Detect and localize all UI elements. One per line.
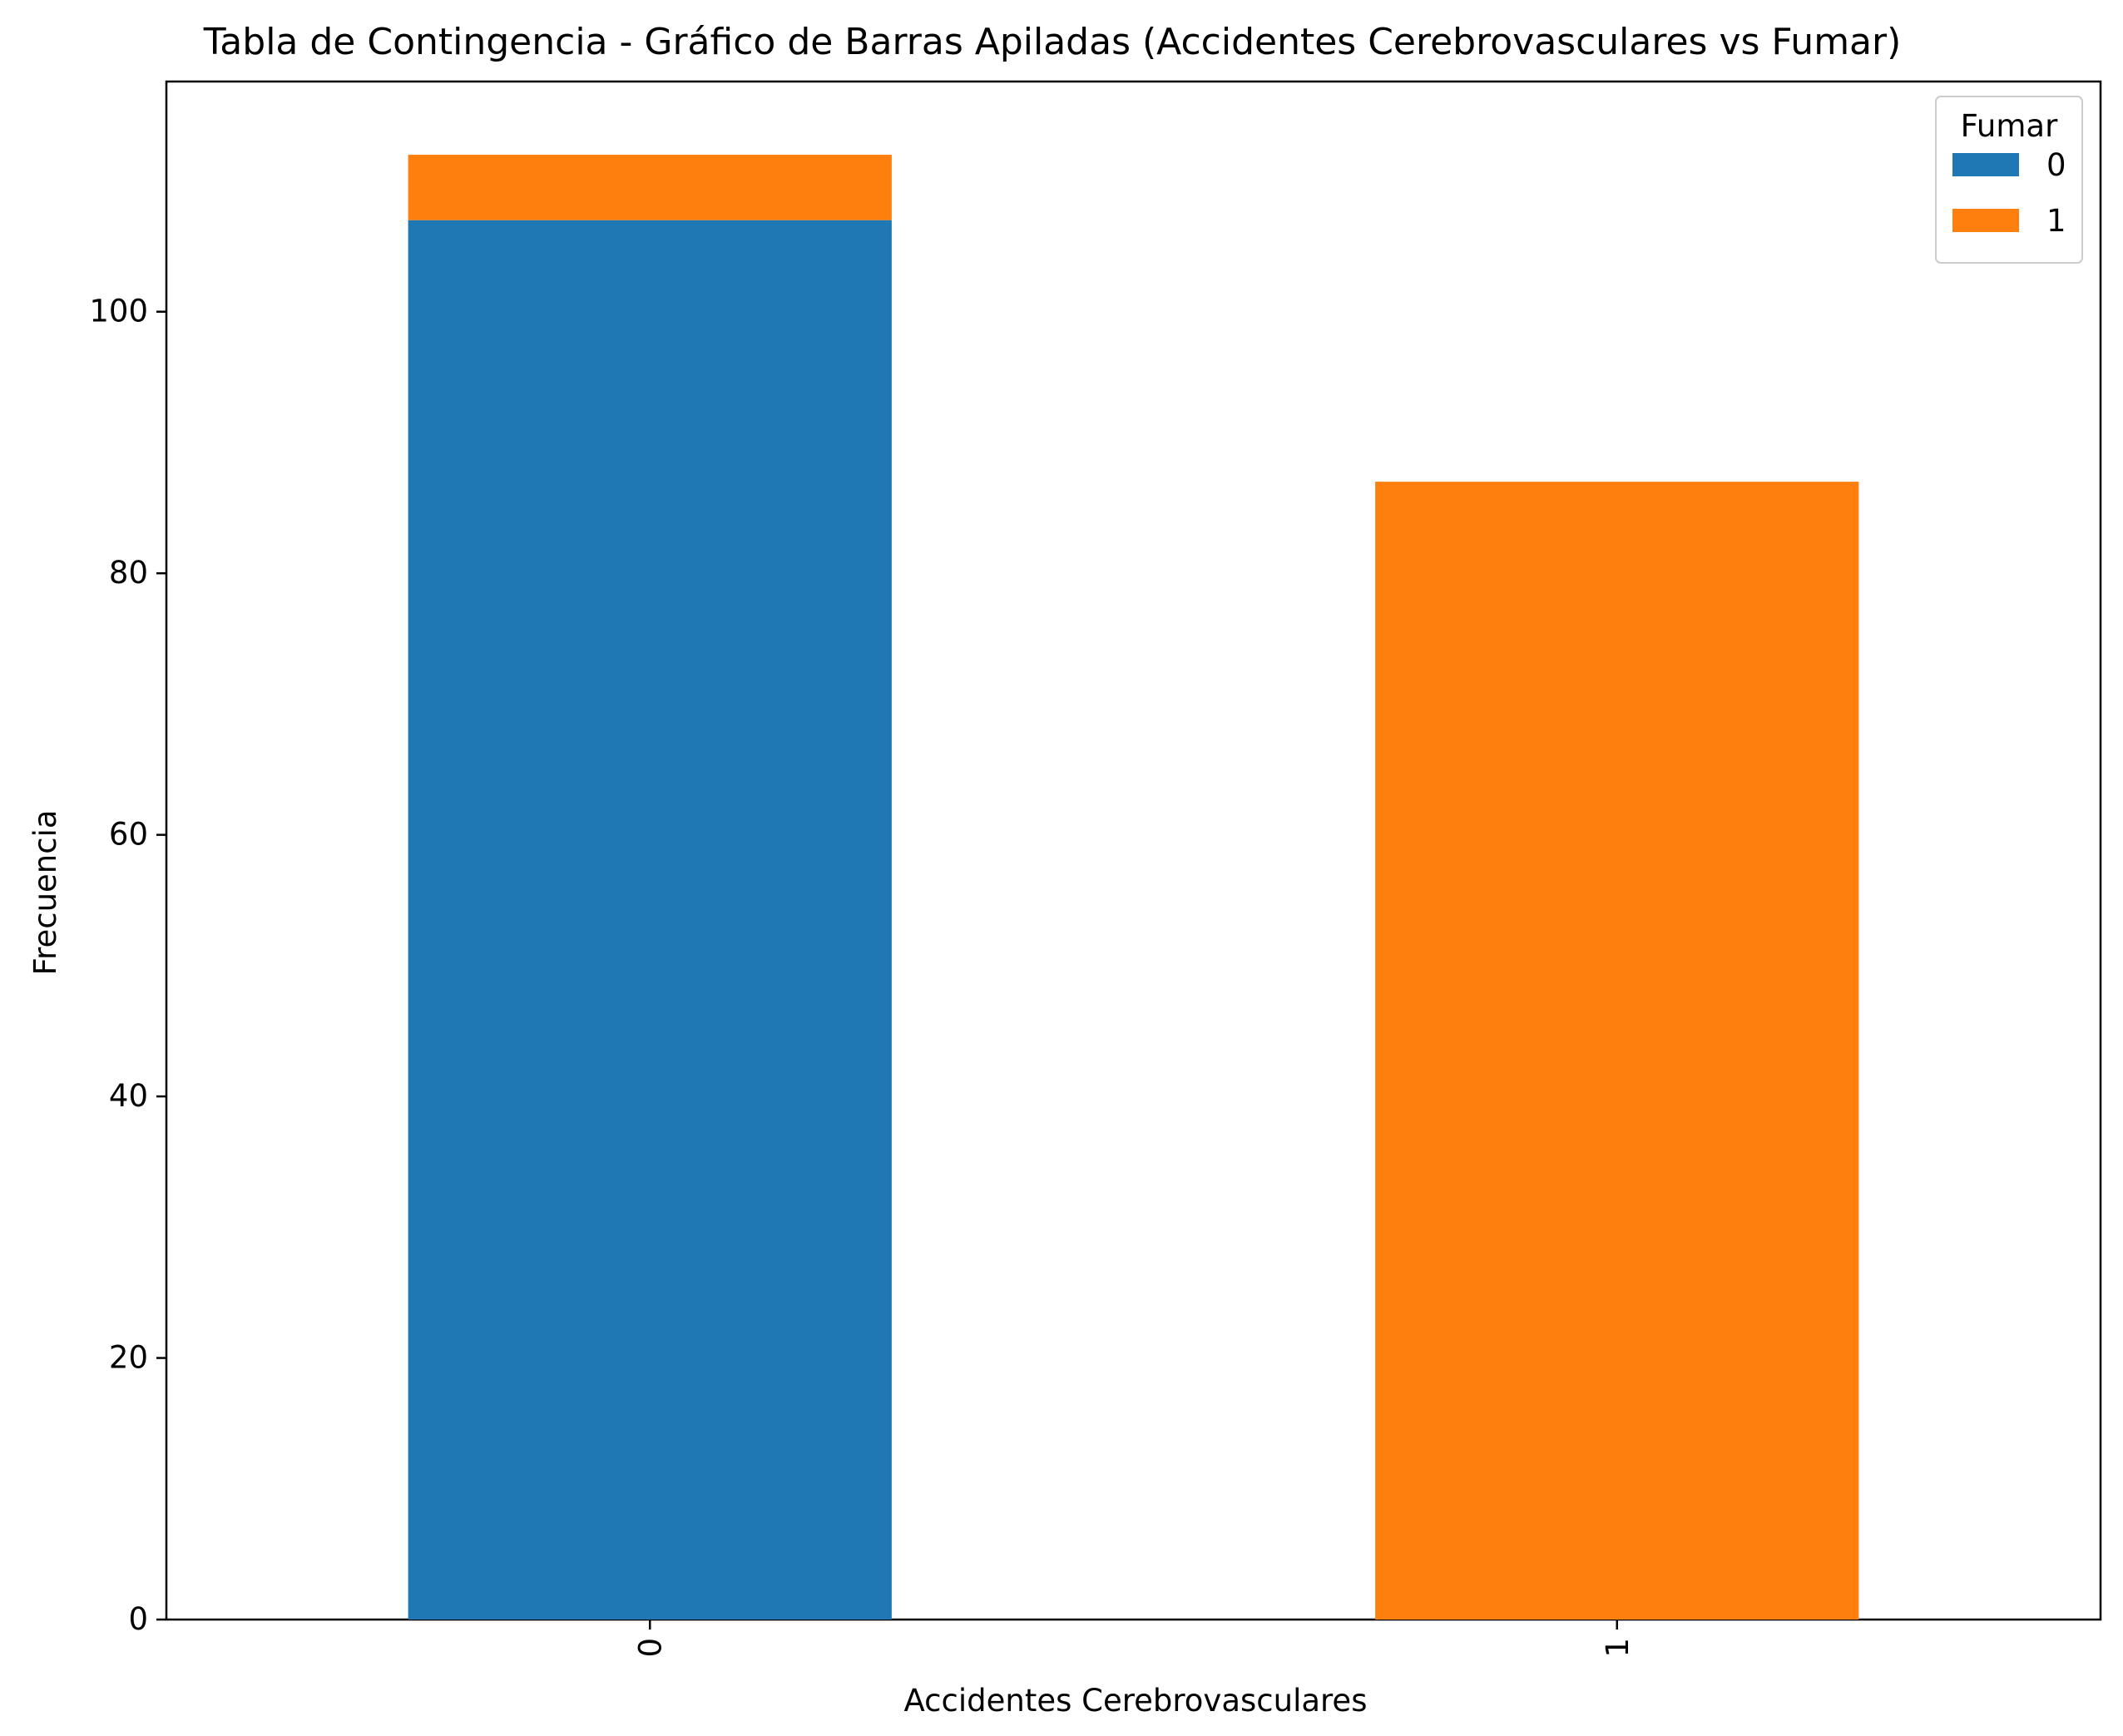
legend-label-0: 0 <box>2046 147 2066 183</box>
bars-layer <box>408 155 1859 1620</box>
y-tick-label: 0 <box>128 1601 148 1637</box>
y-axis-label: Frecuencia <box>27 809 63 975</box>
legend-label-1: 1 <box>2046 203 2066 239</box>
y-tick-label: 40 <box>109 1078 148 1114</box>
x-tick-label: 0 <box>632 1638 668 1658</box>
y-tick-label: 60 <box>109 817 148 853</box>
y-axis: 0 20 40 60 80 100 <box>89 294 166 1637</box>
y-tick-label: 80 <box>109 555 148 591</box>
x-tick-label: 1 <box>1600 1638 1636 1658</box>
legend-items: 01 <box>1952 147 2066 239</box>
legend-swatch-1 <box>1952 209 2019 232</box>
plot-frame <box>165 80 2102 1621</box>
legend: Fumar 01 <box>1935 96 2083 264</box>
legend-title: Fumar <box>1961 108 2058 144</box>
x-axis-label: Accidentes Cerebrovasculares <box>904 1683 1368 1719</box>
bar-category-1-series-1 <box>1375 482 1859 1620</box>
bar-category-0-series-0 <box>408 220 892 1620</box>
legend-swatch-0 <box>1952 153 2019 176</box>
bar-category-0-series-1 <box>408 155 892 220</box>
y-tick-label: 20 <box>109 1340 148 1376</box>
y-tick-label: 100 <box>89 294 148 329</box>
chart-title: Tabla de Contingencia - Gráfico de Barra… <box>203 21 1902 63</box>
